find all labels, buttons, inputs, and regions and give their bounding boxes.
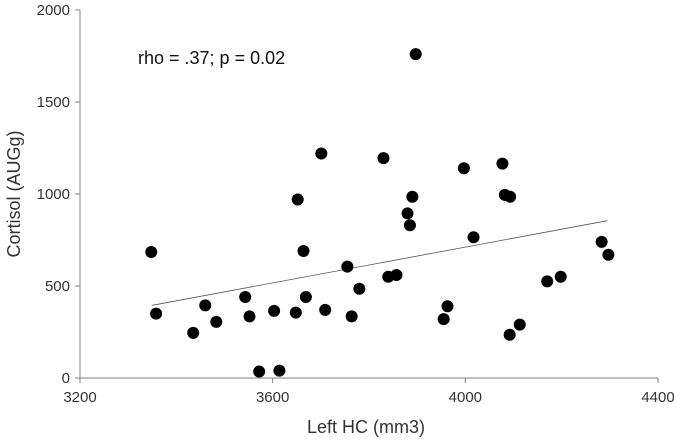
- data-point: [554, 270, 567, 283]
- data-point: [390, 268, 403, 281]
- data-point: [268, 304, 281, 317]
- data-point: [377, 152, 390, 165]
- data-point: [401, 207, 414, 220]
- trendline: [152, 220, 608, 306]
- data-point: [273, 364, 286, 377]
- data-point: [409, 48, 422, 61]
- y-tick-label: 1000: [37, 186, 70, 203]
- data-point: [403, 219, 416, 232]
- data-point: [406, 190, 419, 203]
- data-point: [253, 365, 266, 378]
- data-point: [297, 245, 310, 258]
- data-point: [496, 157, 509, 170]
- data-point: [457, 162, 470, 175]
- ticks: [75, 9, 659, 383]
- x-tick-label: 4400: [641, 389, 674, 406]
- y-tick-label: 1500: [37, 94, 70, 111]
- data-point: [319, 303, 332, 316]
- x-tick-label: 3200: [63, 389, 96, 406]
- data-point: [150, 307, 163, 320]
- correlation-annotation: rho = .37; p = 0.02: [138, 48, 285, 68]
- data-point: [441, 300, 454, 313]
- data-point: [503, 328, 516, 341]
- data-point: [541, 275, 554, 288]
- data-point: [595, 235, 608, 248]
- data-point: [239, 291, 252, 304]
- data-point: [210, 315, 223, 328]
- data-point: [187, 326, 200, 339]
- data-point: [602, 248, 615, 261]
- tick-labels: 0 500 1000 1500 2000 3200 3600 4000 4400: [37, 2, 674, 406]
- data-point: [437, 313, 450, 326]
- y-tick-label: 0: [62, 370, 70, 387]
- y-tick-label: 2000: [37, 2, 70, 19]
- data-point: [243, 310, 256, 323]
- x-axis-title: Left HC (mm3): [307, 417, 425, 437]
- data-point: [504, 190, 517, 203]
- data-point: [199, 299, 212, 312]
- y-tick-label: 500: [45, 278, 70, 295]
- data-point: [513, 318, 526, 331]
- data-point: [291, 193, 304, 206]
- data-point: [345, 310, 358, 323]
- x-tick-label: 3600: [256, 389, 289, 406]
- x-tick-label: 4000: [449, 389, 482, 406]
- data-point: [353, 282, 366, 295]
- data-point: [145, 245, 158, 258]
- data-point: [289, 306, 302, 319]
- data-points: [145, 48, 615, 378]
- data-point: [315, 147, 328, 160]
- data-point: [341, 260, 354, 273]
- data-point: [467, 231, 480, 244]
- data-point: [299, 291, 312, 304]
- y-axis-title: Cortisol (AUGg): [4, 130, 24, 257]
